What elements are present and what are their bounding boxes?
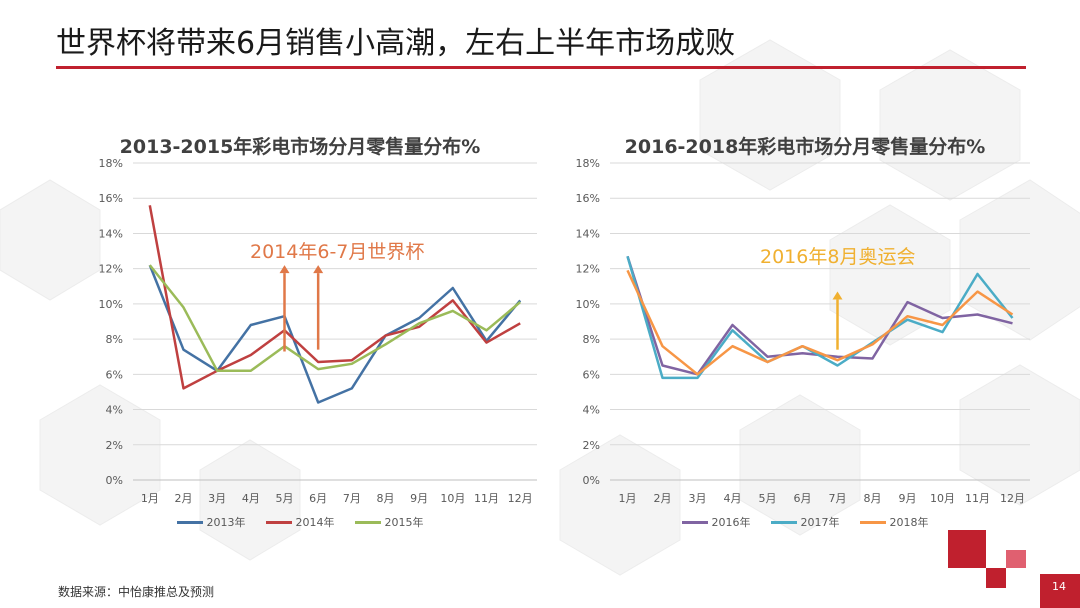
chart-legend: 2013年 2014年 2015年: [60, 514, 540, 530]
annotation-arrow: [279, 265, 290, 352]
series-line-2018年: [626, 269, 1014, 376]
chart-title: 2016-2018年彩电市场分月零售量分布%: [624, 136, 986, 158]
legend-entry: 2014年: [265, 514, 335, 530]
x-tick-label: 7月: [829, 492, 847, 505]
x-tick-label: 7月: [343, 492, 361, 505]
legend-label: 2013年: [206, 516, 246, 529]
x-tick-label: 6月: [309, 492, 327, 505]
y-tick-label: 18%: [576, 157, 600, 170]
x-tick-label: 5月: [276, 492, 294, 505]
x-tick-label: 12月: [508, 492, 533, 505]
legend-entry: 2016年: [681, 514, 751, 530]
x-tick-label: 11月: [965, 492, 990, 505]
legend-swatch: [265, 520, 292, 524]
y-tick-label: 16%: [576, 192, 600, 205]
line-chart-2013-2015: 2013-2015年彩电市场分月零售量分布% 0% 2% 4% 6% 8% 10% 12% 1…: [60, 120, 540, 540]
legend-swatch: [681, 520, 708, 524]
legend-label: 2014年: [295, 516, 335, 529]
x-tick-label: 10月: [930, 492, 955, 505]
slide-title: 世界杯将带来6月销售小高潮，左右上半年市场成败: [56, 26, 736, 61]
legend-entry: 2017年: [770, 514, 840, 530]
legend-label: 2017年: [800, 516, 840, 529]
line-chart-2016-2018: 2016-2018年彩电市场分月零售量分布% 0% 2% 4% 6% 8% 10% 12% 1…: [560, 120, 1050, 540]
chart-plot: 0% 2% 4% 6% 8% 10% 12% 14% 16% 18% 1月 2月 3月 4月 5月 6月 7月 8…: [576, 157, 1030, 505]
page-number: 14: [1052, 580, 1066, 593]
x-tick-label: 10月: [440, 492, 465, 505]
x-tick-label: 3月: [208, 492, 226, 505]
y-tick-label: 8%: [106, 333, 123, 346]
series-line-2017年: [626, 255, 1014, 380]
y-tick-label: 10%: [99, 298, 123, 311]
series-line-2013年: [148, 264, 522, 404]
y-tick-label: 0%: [106, 474, 123, 487]
y-tick-label: 12%: [99, 263, 123, 276]
x-tick-label: 1月: [141, 492, 159, 505]
x-tick-label: 12月: [1000, 492, 1025, 505]
y-tick-label: 4%: [583, 404, 600, 417]
olympics-annotation: 2016年8月奥运会: [760, 246, 916, 268]
y-tick-label: 0%: [583, 474, 600, 487]
legend-swatch: [770, 520, 797, 524]
y-tick-label: 6%: [106, 368, 123, 381]
legend-swatch: [354, 520, 381, 524]
y-tick-label: 4%: [106, 404, 123, 417]
data-source-note: 数据来源：中怡康推总及预测: [58, 585, 215, 599]
series-line-2015年: [148, 264, 522, 373]
chart-plot: 0% 2% 4% 6% 8% 10% 12% 14% 16% 18% 1月 2月 3月 4月 5月 6月 7月 8…: [99, 157, 537, 505]
x-tick-label: 4月: [724, 492, 742, 505]
title-rule: [56, 66, 1026, 69]
legend-entry: 2018年: [859, 514, 929, 530]
y-tick-label: 8%: [583, 333, 600, 346]
legend-entry: 2015年: [354, 514, 424, 530]
y-tick-label: 2%: [583, 439, 600, 452]
corner-decoration: [948, 530, 1080, 608]
annotation-arrow: [832, 291, 843, 350]
x-tick-label: 6月: [794, 492, 812, 505]
legend-label: 2018年: [889, 516, 929, 529]
y-tick-label: 10%: [576, 298, 600, 311]
chart-legend: 2016年 2017年 2018年: [560, 514, 1050, 530]
y-tick-label: 6%: [583, 368, 600, 381]
x-tick-label: 9月: [410, 492, 428, 505]
x-tick-label: 11月: [474, 492, 499, 505]
series-line-2014年: [148, 205, 521, 390]
x-tick-label: 3月: [689, 492, 707, 505]
legend-swatch: [859, 520, 886, 524]
x-tick-label: 1月: [619, 492, 637, 505]
annotation-arrow: [313, 265, 324, 350]
x-tick-label: 8月: [864, 492, 882, 505]
legend-label: 2015年: [384, 516, 424, 529]
x-tick-label: 9月: [899, 492, 917, 505]
y-tick-label: 18%: [99, 157, 123, 170]
chart-title: 2013-2015年彩电市场分月零售量分布%: [119, 136, 481, 158]
x-tick-label: 8月: [377, 492, 395, 505]
legend-entry: 2013年: [176, 514, 246, 530]
x-tick-label: 2月: [654, 492, 672, 505]
y-tick-label: 14%: [99, 227, 123, 240]
y-tick-label: 14%: [576, 227, 600, 240]
x-tick-label: 5月: [759, 492, 777, 505]
x-tick-label: 2月: [175, 492, 193, 505]
legend-label: 2016年: [711, 516, 751, 529]
y-tick-label: 16%: [99, 192, 123, 205]
world-cup-annotation: 2014年6-7月世界杯: [250, 241, 425, 263]
legend-swatch: [176, 520, 203, 524]
x-tick-label: 4月: [242, 492, 260, 505]
y-tick-label: 12%: [576, 263, 600, 276]
y-tick-label: 2%: [106, 439, 123, 452]
